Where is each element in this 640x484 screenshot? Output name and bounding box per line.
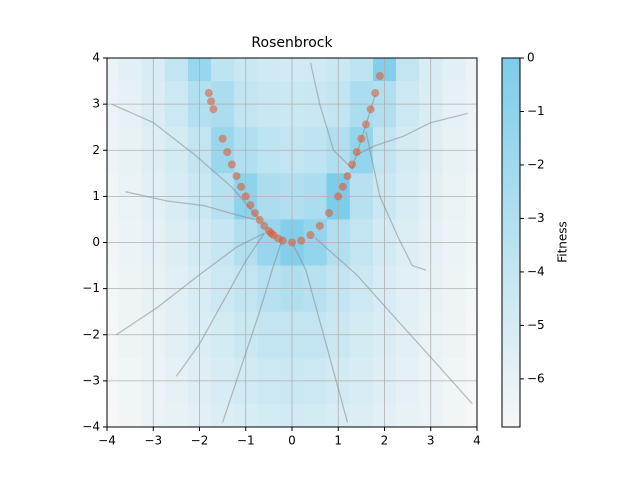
- x-tick-label: 4: [473, 434, 481, 448]
- heat-cell: [349, 58, 374, 82]
- colorbar-tick-label: −3: [527, 211, 545, 225]
- particle: [209, 105, 218, 114]
- points: [204, 71, 384, 247]
- axes: −4 −3 −2 −1 0 1 2 3 4 −4 −3 −2 −1 0 1 2 3 4 0 −1 −2 −3 −4 −5 −6: [82, 51, 544, 448]
- trajectory: [309, 62, 376, 170]
- y-tick-label: 2: [92, 143, 100, 157]
- trajectory: [314, 237, 473, 405]
- trajectory: [222, 237, 284, 423]
- heat-cell: [396, 58, 420, 82]
- particle: [255, 215, 264, 224]
- x-tick-label: 1: [334, 434, 342, 448]
- particle: [241, 192, 250, 201]
- colorbar-tick-label: −2: [527, 157, 545, 171]
- trajectory: [291, 242, 349, 423]
- heat-cell: [442, 403, 467, 427]
- colorbar-label: Fitness: [556, 221, 570, 263]
- heat-cell: [303, 403, 328, 427]
- chart-title: Rosenbrock: [251, 35, 333, 51]
- y-tick-label: 3: [92, 97, 100, 111]
- particle: [315, 221, 324, 230]
- particle: [251, 208, 259, 217]
- heat-cell: [164, 58, 189, 82]
- colorbar: [501, 57, 521, 428]
- trajectory: [111, 103, 261, 220]
- particle: [207, 97, 216, 106]
- y-tick-label: 4: [92, 51, 100, 65]
- heat-cell: [465, 403, 477, 427]
- y-tick-label: −3: [82, 373, 100, 387]
- colorbar-tick-label: −1: [527, 104, 545, 118]
- particle: [278, 236, 287, 245]
- heat-cell: [442, 58, 467, 82]
- particle: [297, 236, 306, 245]
- particle: [246, 201, 255, 210]
- particle: [338, 182, 347, 191]
- y-tick-label: 1: [92, 189, 100, 203]
- trajectory: [115, 232, 265, 336]
- x-tick-label: −3: [144, 434, 162, 448]
- particle: [237, 182, 246, 191]
- particle: [375, 71, 384, 80]
- particle: [366, 105, 375, 114]
- x-tick-label: −2: [191, 434, 209, 448]
- particle: [260, 221, 269, 230]
- heat-cell: [396, 403, 420, 427]
- colorbar-tick-label: 0: [527, 51, 535, 65]
- colorbar-tick-label: −6: [527, 371, 545, 385]
- heat-cell: [211, 403, 235, 427]
- particle: [352, 148, 361, 157]
- particle: [223, 148, 232, 157]
- x-tick-label: 3: [427, 434, 435, 448]
- particle: [227, 160, 236, 169]
- heat-cell: [118, 403, 143, 427]
- particle: [357, 134, 366, 143]
- heat-cell: [211, 58, 235, 82]
- particle: [288, 238, 296, 247]
- heat-cell: [257, 403, 282, 427]
- heat-cell: [465, 58, 477, 82]
- particle: [232, 172, 241, 181]
- y-tick-label: −4: [82, 420, 100, 434]
- heat-cell: [257, 58, 282, 82]
- particle: [334, 192, 343, 201]
- colorbar-tick-label: −4: [527, 264, 545, 278]
- particle: [371, 89, 380, 98]
- particle: [362, 120, 370, 129]
- trajectory: [125, 191, 256, 221]
- y-tick-label: 0: [92, 235, 100, 249]
- particle: [204, 89, 213, 98]
- particle: [343, 172, 352, 181]
- colorbar-tick-label: −5: [527, 318, 545, 332]
- x-tick-label: 2: [381, 434, 389, 448]
- y-tick-label: −1: [82, 281, 100, 295]
- heat-cell: [349, 403, 374, 427]
- heat-cell: [118, 58, 143, 82]
- x-tick-label: −4: [98, 434, 116, 448]
- particle: [218, 134, 227, 143]
- y-tick-label: −2: [82, 327, 100, 341]
- heat-cell: [107, 58, 120, 82]
- x-tick-label: −1: [237, 434, 255, 448]
- particle: [325, 208, 333, 217]
- trajectory: [365, 131, 427, 271]
- heat-cell: [303, 58, 328, 82]
- trajectories: [111, 62, 473, 423]
- particle: [348, 160, 357, 169]
- trajectory: [175, 232, 265, 377]
- x-tick-label: 0: [288, 434, 296, 448]
- heat-cell: [164, 403, 189, 427]
- heat-cell: [107, 403, 120, 427]
- particle: [306, 231, 315, 240]
